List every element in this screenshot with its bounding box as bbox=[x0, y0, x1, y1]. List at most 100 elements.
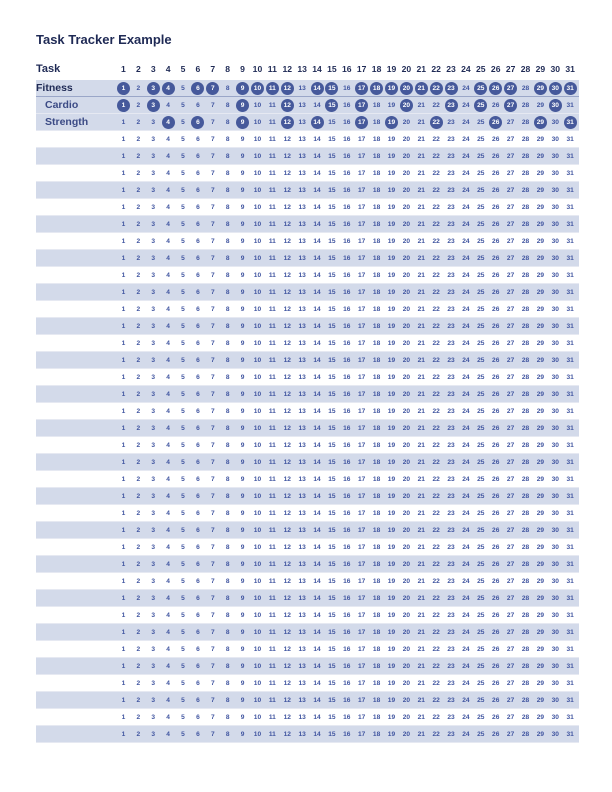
day-cell[interactable]: 12 bbox=[280, 641, 295, 658]
day-cell[interactable]: 29 bbox=[533, 267, 548, 284]
day-cell[interactable]: 14 bbox=[310, 420, 325, 437]
day-cell[interactable]: 20 bbox=[399, 454, 414, 471]
day-cell[interactable]: 21 bbox=[414, 97, 429, 114]
day-cell[interactable]: 20 bbox=[399, 369, 414, 386]
day-cell[interactable]: 25 bbox=[473, 97, 488, 114]
day-cell[interactable]: 2 bbox=[131, 386, 146, 403]
day-cell[interactable]: 24 bbox=[458, 556, 473, 573]
day-cell[interactable]: 3 bbox=[146, 199, 161, 216]
day-cell[interactable]: 20 bbox=[399, 131, 414, 148]
day-cell[interactable]: 5 bbox=[176, 437, 191, 454]
day-cell[interactable]: 27 bbox=[503, 165, 518, 182]
day-cell[interactable]: 24 bbox=[458, 403, 473, 420]
day-cell[interactable]: 16 bbox=[339, 505, 354, 522]
day-cell[interactable]: 1 bbox=[116, 556, 131, 573]
day-cell[interactable]: 9 bbox=[235, 658, 250, 675]
day-cell[interactable]: 10 bbox=[250, 488, 265, 505]
day-cell[interactable]: 20 bbox=[399, 352, 414, 369]
day-cell[interactable]: 16 bbox=[339, 97, 354, 114]
day-cell[interactable]: 15 bbox=[324, 369, 339, 386]
day-cell[interactable]: 16 bbox=[339, 641, 354, 658]
day-cell[interactable]: 3 bbox=[146, 284, 161, 301]
day-cell[interactable]: 7 bbox=[205, 658, 220, 675]
day-cell[interactable]: 24 bbox=[458, 267, 473, 284]
day-cell[interactable]: 12 bbox=[280, 369, 295, 386]
day-cell[interactable]: 13 bbox=[295, 573, 310, 590]
day-cell[interactable]: 20 bbox=[399, 556, 414, 573]
day-cell[interactable]: 15 bbox=[324, 114, 339, 131]
day-cell[interactable]: 28 bbox=[518, 216, 533, 233]
day-cell[interactable]: 10 bbox=[250, 709, 265, 726]
day-cell[interactable]: 14 bbox=[310, 522, 325, 539]
day-cell[interactable]: 20 bbox=[399, 114, 414, 131]
day-cell[interactable]: 8 bbox=[220, 471, 235, 488]
day-cell[interactable]: 13 bbox=[295, 301, 310, 318]
day-cell[interactable]: 10 bbox=[250, 692, 265, 709]
day-cell[interactable]: 7 bbox=[205, 556, 220, 573]
day-cell[interactable]: 31 bbox=[563, 233, 578, 250]
day-cell[interactable]: 17 bbox=[354, 250, 369, 267]
day-cell[interactable]: 3 bbox=[146, 182, 161, 199]
day-cell[interactable]: 24 bbox=[458, 522, 473, 539]
day-cell[interactable]: 5 bbox=[176, 165, 191, 182]
day-cell[interactable]: 8 bbox=[220, 267, 235, 284]
day-cell[interactable]: 30 bbox=[548, 556, 563, 573]
day-cell[interactable]: 3 bbox=[146, 709, 161, 726]
day-cell[interactable]: 4 bbox=[161, 250, 176, 267]
day-cell[interactable]: 15 bbox=[324, 335, 339, 352]
day-cell[interactable]: 26 bbox=[488, 131, 503, 148]
day-cell[interactable]: 7 bbox=[205, 709, 220, 726]
day-cell[interactable]: 26 bbox=[488, 284, 503, 301]
day-cell[interactable]: 26 bbox=[488, 233, 503, 250]
day-cell[interactable]: 17 bbox=[354, 148, 369, 165]
day-cell[interactable]: 27 bbox=[503, 709, 518, 726]
day-cell[interactable]: 7 bbox=[205, 114, 220, 131]
day-cell[interactable]: 24 bbox=[458, 386, 473, 403]
day-cell[interactable]: 14 bbox=[310, 352, 325, 369]
day-cell[interactable]: 26 bbox=[488, 437, 503, 454]
day-cell[interactable]: 22 bbox=[429, 148, 444, 165]
day-cell[interactable]: 1 bbox=[116, 709, 131, 726]
day-cell[interactable]: 3 bbox=[146, 267, 161, 284]
day-cell[interactable]: 29 bbox=[533, 233, 548, 250]
day-cell[interactable]: 8 bbox=[220, 437, 235, 454]
day-cell[interactable]: 29 bbox=[533, 471, 548, 488]
day-cell[interactable]: 17 bbox=[354, 692, 369, 709]
day-cell[interactable]: 1 bbox=[116, 420, 131, 437]
day-cell[interactable]: 6 bbox=[190, 301, 205, 318]
day-cell[interactable]: 15 bbox=[324, 471, 339, 488]
day-cell[interactable]: 4 bbox=[161, 335, 176, 352]
day-cell[interactable]: 19 bbox=[384, 488, 399, 505]
day-cell[interactable]: 29 bbox=[533, 709, 548, 726]
day-cell[interactable]: 1 bbox=[116, 454, 131, 471]
day-cell[interactable]: 2 bbox=[131, 624, 146, 641]
day-cell[interactable]: 27 bbox=[503, 403, 518, 420]
day-cell[interactable]: 27 bbox=[503, 267, 518, 284]
day-cell[interactable]: 28 bbox=[518, 386, 533, 403]
day-cell[interactable]: 1 bbox=[116, 471, 131, 488]
day-cell[interactable]: 28 bbox=[518, 199, 533, 216]
day-cell[interactable]: 28 bbox=[518, 97, 533, 114]
day-cell[interactable]: 22 bbox=[429, 335, 444, 352]
day-cell[interactable]: 27 bbox=[503, 454, 518, 471]
day-cell[interactable]: 24 bbox=[458, 301, 473, 318]
day-cell[interactable]: 22 bbox=[429, 301, 444, 318]
day-cell[interactable]: 16 bbox=[339, 573, 354, 590]
day-cell[interactable]: 29 bbox=[533, 420, 548, 437]
day-cell[interactable]: 10 bbox=[250, 165, 265, 182]
day-cell[interactable]: 25 bbox=[473, 318, 488, 335]
day-cell[interactable]: 23 bbox=[444, 437, 459, 454]
day-cell[interactable]: 25 bbox=[473, 216, 488, 233]
day-cell[interactable]: 3 bbox=[146, 318, 161, 335]
day-cell[interactable]: 14 bbox=[310, 165, 325, 182]
day-cell[interactable]: 21 bbox=[414, 199, 429, 216]
day-cell[interactable]: 5 bbox=[176, 505, 191, 522]
day-cell[interactable]: 15 bbox=[324, 165, 339, 182]
day-cell[interactable]: 1 bbox=[116, 692, 131, 709]
day-cell[interactable]: 16 bbox=[339, 539, 354, 556]
day-cell[interactable]: 16 bbox=[339, 471, 354, 488]
day-cell[interactable]: 2 bbox=[131, 216, 146, 233]
day-cell[interactable]: 29 bbox=[533, 454, 548, 471]
day-cell[interactable]: 25 bbox=[473, 233, 488, 250]
day-cell[interactable]: 14 bbox=[310, 641, 325, 658]
